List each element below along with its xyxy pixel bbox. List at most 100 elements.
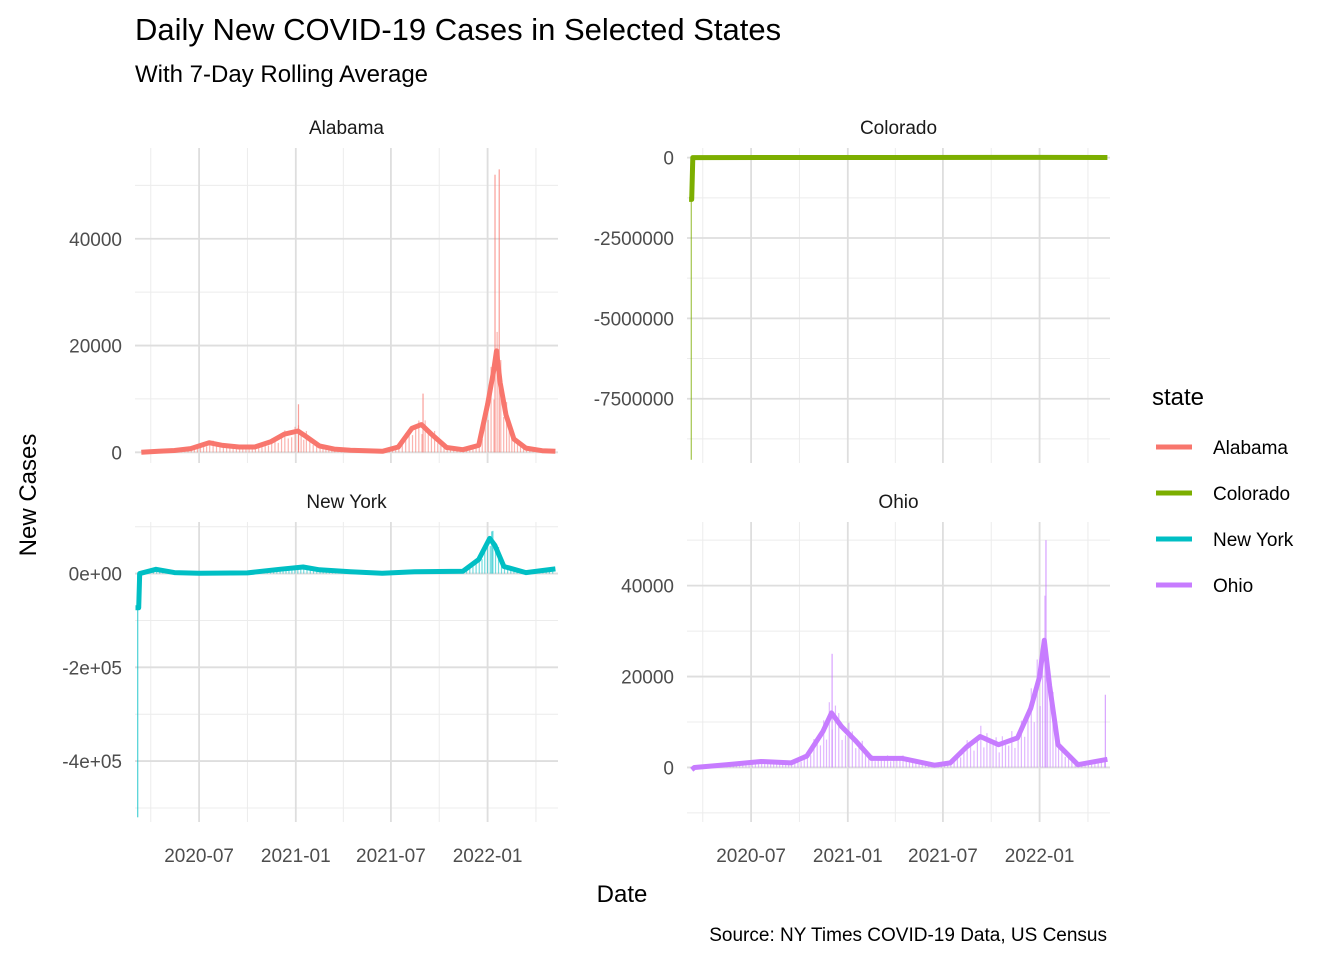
y-tick-label-colorado: -7500000 [594,390,674,411]
legend-label-ohio: Ohio [1213,576,1253,597]
y-tick-label-new-york: 0e+00 [69,565,122,586]
y-tick-label-ohio: 20000 [621,668,674,689]
daily-bar-ohio [1008,746,1009,768]
daily-bar-ohio [801,762,802,768]
strip-label-ohio: Ohio [878,492,918,513]
daily-bar-ohio [884,760,885,767]
daily-bar-ohio [992,745,993,768]
daily-spike-alabama [499,169,500,452]
daily-bar-ohio [1027,718,1028,767]
daily-bar-ohio [758,764,759,768]
x-tick-label-ohio: 2020-07 [716,846,786,867]
daily-bar-ohio [810,755,811,767]
daily-bar-new-york [495,551,496,573]
daily-bar-alabama [229,448,230,452]
y-tick-label-colorado: 0 [663,149,674,170]
legend-item-new-york: New York [1156,530,1294,551]
daily-bar-ohio [1005,745,1006,767]
x-tick-label-new-york: 2021-01 [261,846,331,867]
daily-bar-ohio [977,738,978,768]
daily-bar-alabama [303,440,304,453]
daily-bar-new-york [490,546,491,573]
daily-bar-alabama [503,417,504,452]
daily-bar-ohio [1044,596,1045,768]
strip-label-new-york: New York [306,492,387,513]
daily-bar-alabama [437,443,438,452]
legend-title: state [1152,384,1204,411]
y-tick-label-new-york: -2e+05 [62,658,122,679]
x-tick-label-ohio: 2021-07 [908,846,978,867]
legend-item-ohio: Ohio [1156,576,1253,597]
daily-bar-alabama [428,432,429,452]
y-tick-label-new-york: -4e+05 [62,752,122,773]
daily-bar-new-york [297,570,298,574]
x-tick-label-ohio: 2022-01 [1005,846,1075,867]
daily-bar-alabama [278,443,279,452]
legend-label-colorado: Colorado [1213,484,1290,505]
daily-bar-ohio [1065,757,1066,768]
panel-ohio: Ohio 0 20000 40000 2020-07 2021-01 2021-07 2022… [621,492,1110,867]
legend-item-alabama: Alabama [1156,438,1288,459]
daily-bar-alabama [313,445,314,452]
x-axis-title: Date [597,881,648,908]
daily-bar-ohio [1040,706,1041,767]
daily-bar-ohio [845,735,846,767]
daily-bar-ohio [989,742,990,767]
y-axis-title: New Cases [15,434,42,557]
daily-bar-alabama [268,446,269,453]
y-tick-label-ohio: 0 [663,758,674,779]
daily-bar-ohio [817,742,818,767]
chart-title: Daily New COVID-19 Cases in Selected Sta… [135,12,781,47]
daily-bar-ohio [807,757,808,767]
daily-spike-ohio [1105,695,1106,768]
daily-bar-ohio [865,755,866,767]
daily-bar-ohio [973,751,974,768]
panels-layer: Alabama02000040000Colorado0-2500000-5000… [62,118,1110,867]
y-tick-label-alabama: 40000 [69,230,122,251]
daily-bar-ohio [999,752,1000,767]
daily-bar-alabama [219,447,220,452]
daily-bar-ohio [890,761,891,767]
daily-bar-ohio [970,746,971,767]
daily-bar-alabama [421,434,422,452]
daily-bar-ohio [980,726,981,768]
daily-bar-alabama [493,400,494,453]
legend-label-new-york: New York [1213,530,1294,551]
daily-bar-ohio [1098,763,1099,767]
daily-bar-ohio [875,761,876,767]
x-tick-label-new-york: 2021-07 [356,846,426,867]
legend-item-colorado: Colorado [1156,484,1290,505]
rolling-average-line-alabama [141,351,555,452]
daily-bar-ohio [960,757,961,767]
chart-caption: Source: NY Times COVID-19 Data, US Censu… [709,925,1107,946]
x-tick-label-ohio: 2021-01 [813,846,883,867]
y-tick-label-ohio: 40000 [621,577,674,598]
daily-bar-ohio [1024,737,1025,768]
daily-bar-new-york [476,564,477,574]
y-tick-label-colorado: -5000000 [594,309,674,330]
legend: Alabama Colorado New York Ohio [1156,438,1294,597]
daily-bar-new-york [481,559,482,573]
legend-label-alabama: Alabama [1213,438,1288,459]
daily-bar-alabama [288,438,289,452]
strip-label-colorado: Colorado [860,118,937,139]
x-tick-label-new-york: 2020-07 [164,846,234,867]
daily-bar-alabama [291,437,292,452]
daily-spike-alabama [494,175,495,453]
daily-bar-ohio [826,740,827,768]
y-tick-label-alabama: 20000 [69,337,122,358]
daily-bar-ohio [1034,722,1035,767]
daily-bar-ohio [899,760,900,767]
daily-bar-ohio [1011,731,1012,767]
daily-bar-ohio [1047,684,1048,767]
daily-bar-ohio [983,747,984,767]
daily-bars-ohio [698,596,1106,768]
daily-bar-ohio [963,751,964,767]
daily-bar-ohio [855,748,856,767]
daily-spike-colorado [691,158,692,460]
chart-subtitle: With 7-Day Rolling Average [135,61,428,88]
